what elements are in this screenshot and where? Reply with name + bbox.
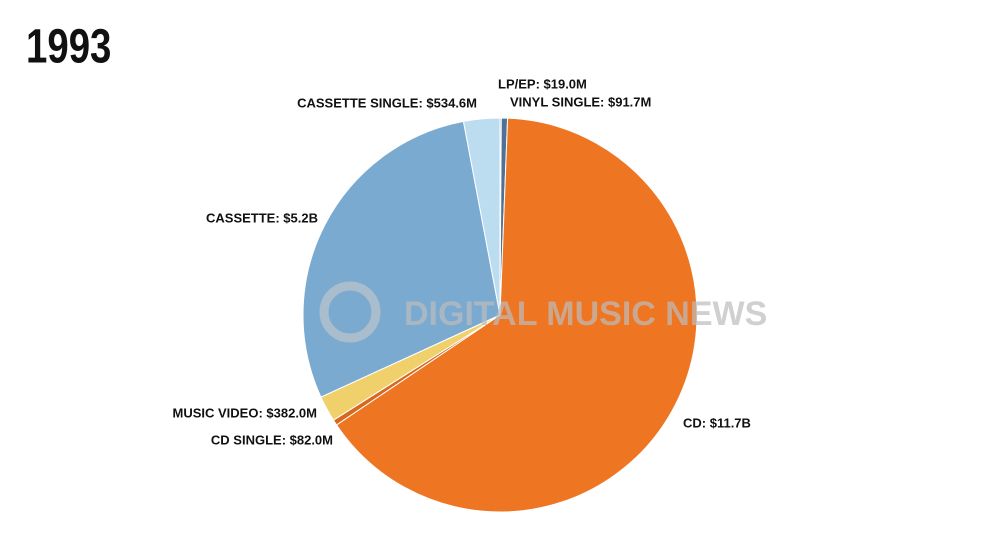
slice-label: CASSETTE SINGLE: $534.6M (297, 95, 477, 110)
pie (302, 117, 698, 513)
pie-slice (302, 120, 501, 398)
pie-slice (335, 117, 698, 513)
watermark-logo (319, 281, 381, 343)
slice-label: LP/EP: $19.0M (498, 76, 587, 91)
pie-slice (462, 117, 501, 316)
slice-label: CD: $11.7B (683, 415, 751, 430)
slice-label: CD SINGLE: $82.0M (211, 432, 333, 447)
chart-title: 1993 (26, 21, 111, 74)
slice-label: VINYL SINGLE: $91.7M (510, 94, 651, 109)
watermark: DIGITAL MUSIC NEWS (404, 295, 767, 333)
slice-label: MUSIC VIDEO: $382.0M (173, 405, 318, 420)
slice-label: CASSETTE: $5.2B (206, 210, 318, 225)
